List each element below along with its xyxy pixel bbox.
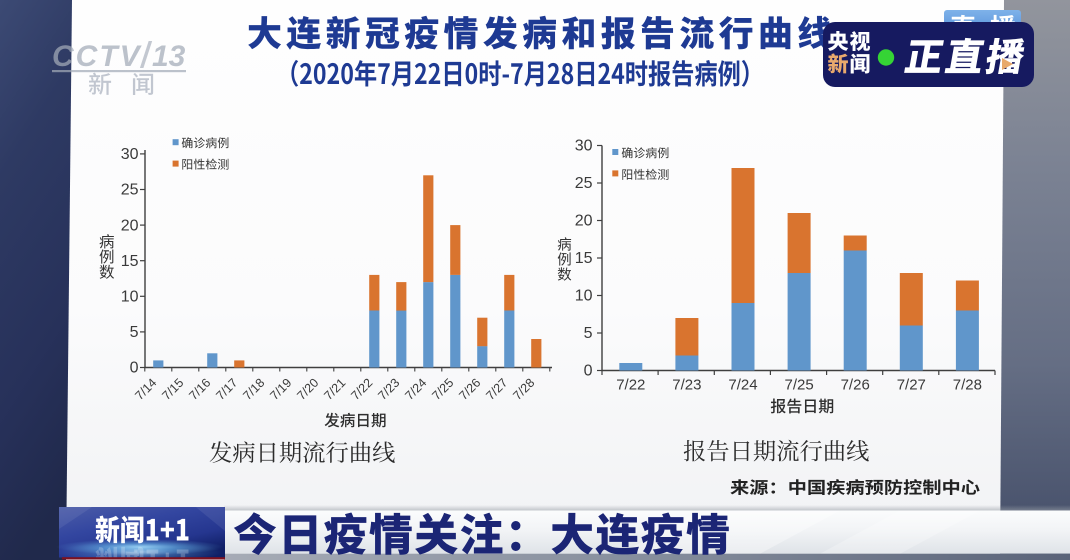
svg-text:20: 20 — [575, 213, 593, 230]
svg-text:5: 5 — [130, 324, 139, 341]
svg-text:CCTV: CCTV — [52, 40, 143, 73]
svg-text:13: 13 — [152, 40, 186, 73]
svg-text:5: 5 — [584, 325, 593, 342]
svg-text:10: 10 — [121, 289, 139, 306]
svg-text:25: 25 — [575, 175, 593, 192]
svg-text:15: 15 — [121, 253, 139, 270]
svg-text:30: 30 — [121, 146, 139, 163]
svg-text:20: 20 — [121, 217, 139, 234]
svg-text:7/23: 7/23 — [672, 377, 701, 394]
svg-text:7/22: 7/22 — [616, 377, 645, 394]
svg-text:7/25: 7/25 — [784, 377, 813, 394]
svg-text:25: 25 — [121, 182, 139, 199]
svg-text:7/26: 7/26 — [841, 377, 870, 394]
svg-text:7/27: 7/27 — [897, 377, 926, 394]
svg-text:0: 0 — [584, 363, 593, 380]
svg-text:30: 30 — [575, 138, 593, 155]
svg-text:15: 15 — [575, 250, 593, 267]
svg-text:7/24: 7/24 — [728, 377, 757, 394]
svg-text:7/28: 7/28 — [953, 377, 982, 394]
svg-text:0: 0 — [130, 360, 139, 377]
svg-text:10: 10 — [575, 288, 593, 305]
